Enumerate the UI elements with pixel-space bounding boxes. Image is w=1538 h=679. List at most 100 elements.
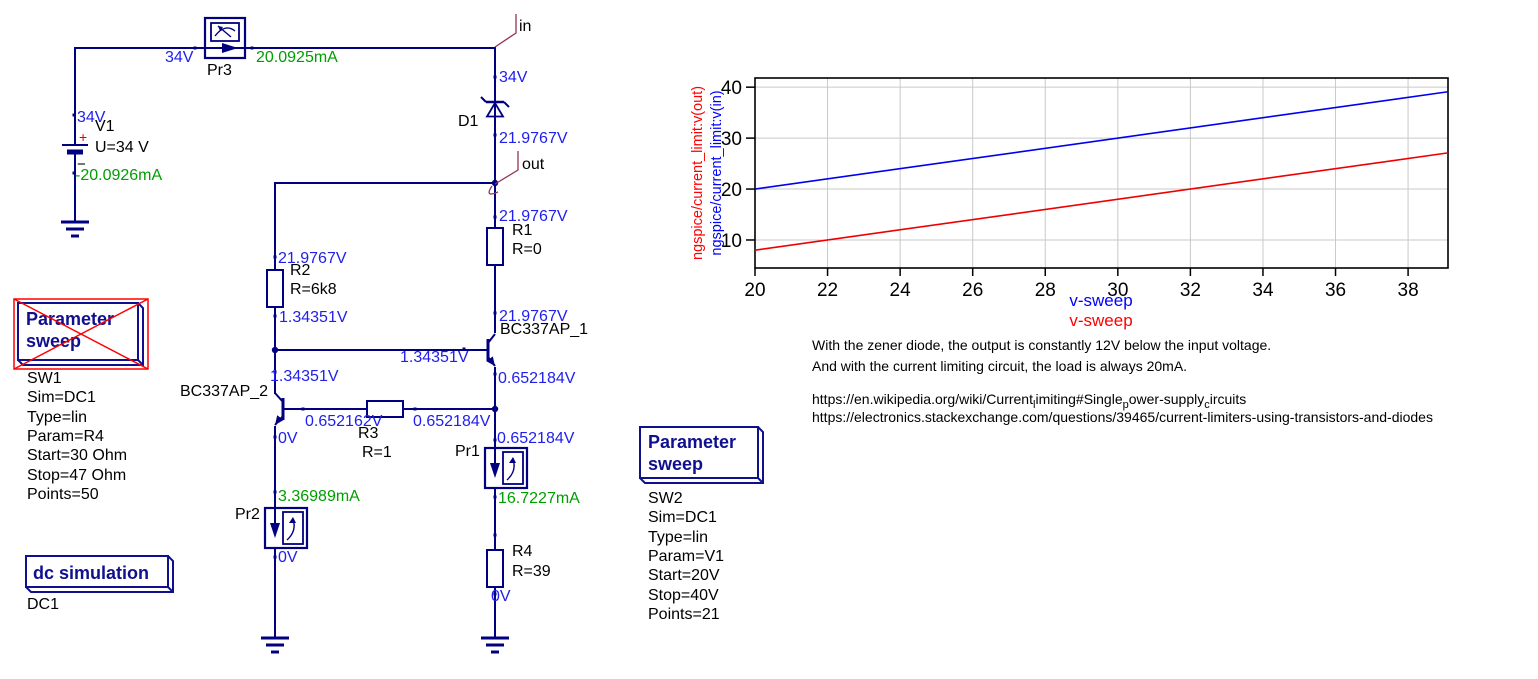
voltage-q2-emitter: 0V <box>278 430 298 447</box>
sim-box-sw1[interactable]: Parameter sweep SW1 Sim=DC1 Type=lin Par… <box>13 298 149 503</box>
current-annotations: -20.0926mA 20.0925mA 3.36989mA 16.7227mA <box>75 49 580 507</box>
component-pr3-ammeter[interactable]: Pr3 <box>203 16 247 79</box>
note-url-wikipedia: https://en.wikipedia.org/wiki/Currentlim… <box>812 391 1246 411</box>
junction-base-tee <box>271 346 279 354</box>
component-r1[interactable]: R1 R=0 <box>486 222 542 266</box>
ground-symbols[interactable] <box>61 220 509 654</box>
sw2-prop-sim: Sim=DC1 <box>648 509 717 526</box>
pr2-body[interactable] <box>263 506 309 550</box>
voltage-pr3-left: 34V <box>165 49 194 66</box>
voltage-pr2-bottom: 0V <box>278 549 298 566</box>
component-d1-zener[interactable]: D1 <box>458 96 510 130</box>
component-q2-npn[interactable]: BC337AP_2 <box>180 383 285 426</box>
pr1-current-arrow-icon <box>490 463 500 478</box>
pr2-gauge-icon <box>282 511 304 545</box>
wire-top[interactable] <box>74 47 496 183</box>
q1-name: BC337AP_1 <box>500 321 588 338</box>
pr3-name: Pr3 <box>207 62 232 79</box>
dc1-box[interactable] <box>25 555 169 588</box>
tick-label-x: 26 <box>962 280 983 301</box>
x-axis-label-vsweep-red: v-sweep <box>1069 311 1132 330</box>
ground-right[interactable] <box>481 636 509 654</box>
sw1-prop-start: Start=30 Ohm <box>27 447 127 464</box>
tick-label-x: 32 <box>1180 280 1201 301</box>
sw1-box[interactable] <box>17 302 139 361</box>
r1-value: R=0 <box>512 241 542 258</box>
current-pr1: 16.7227mA <box>498 490 580 507</box>
component-pr1-ammeter[interactable]: Pr1 <box>455 443 529 490</box>
sw2-prop-name: SW2 <box>648 490 683 507</box>
sim-box-dc1[interactable]: dc simulation DC1 <box>25 555 174 613</box>
net-label-out[interactable]: out <box>522 156 545 173</box>
net-out-hook <box>488 185 499 195</box>
sw1-prop-name: SW1 <box>27 370 62 387</box>
r1-body[interactable] <box>486 227 504 266</box>
net-label-in[interactable]: in <box>519 18 531 35</box>
tick-label-y: 30 <box>721 129 742 150</box>
r2-name: R2 <box>290 262 311 279</box>
q1-emitter-arrow-icon <box>486 356 495 366</box>
voltage-r4-bottom: 0V <box>491 588 511 605</box>
r4-body[interactable] <box>486 549 504 588</box>
voltage-q1-collector: 21.9767V <box>499 308 568 325</box>
sw1-prop-points: Points=50 <box>27 486 99 503</box>
voltage-r1-top: 21.9767V <box>499 208 568 225</box>
url1-seg-6: ircuits <box>1209 391 1247 407</box>
pr3-current-arrow-icon <box>222 43 238 53</box>
tick-label-x: 20 <box>744 280 765 301</box>
r2-body[interactable] <box>266 269 284 308</box>
r4-name: R4 <box>512 543 533 560</box>
url1-seg-0: https://en.wikipedia.org/wiki/Current <box>812 391 1033 407</box>
sw2-title-line2: sweep <box>648 454 703 474</box>
sw1-prop-sim: Sim=DC1 <box>27 389 96 406</box>
sw1-box-shadow <box>17 302 144 366</box>
pr1-body[interactable] <box>483 446 529 490</box>
d1-name: D1 <box>458 113 479 130</box>
chart-axes: 20 22 24 26 28 30 32 34 36 38 10 20 30 40 <box>721 78 1419 301</box>
sw1-prop-stop: Stop=47 Ohm <box>27 467 126 484</box>
ground-v1[interactable] <box>61 220 89 238</box>
pr3-needle-arrow <box>218 26 223 31</box>
q2-name: BC337AP_2 <box>180 383 268 400</box>
component-v1[interactable]: + − V1 U=34 V <box>62 118 149 173</box>
q2-collector-lead <box>274 392 284 403</box>
series-ngspice/current_limit:v(in) <box>754 90 1449 190</box>
d1-zener-tick-right <box>503 101 510 108</box>
sw1-disabled-cross-icon <box>13 298 149 370</box>
tick-label-x: 30 <box>1107 280 1128 301</box>
voltage-r2-bottom: 1.34351V <box>279 309 348 326</box>
sw1-prop-param: Param=R4 <box>27 428 104 445</box>
url1-seg-3: p <box>1122 399 1129 411</box>
schematic-canvas[interactable]: + − V1 U=34 V Pr3 D1 R1 <box>0 0 780 679</box>
note-url-stackexchange: https://electronics.stackexchange.com/qu… <box>812 409 1433 425</box>
net-labels[interactable]: in out <box>488 14 545 195</box>
component-q1-npn[interactable]: BC337AP_1 <box>486 321 588 367</box>
component-pr2-ammeter[interactable]: Pr2 <box>235 506 309 550</box>
r4-value: R=39 <box>512 563 551 580</box>
voltage-r3-left: 0.652162V <box>305 413 383 430</box>
dc1-prop-name: DC1 <box>27 596 59 613</box>
sw2-box-shadow <box>639 426 764 484</box>
r3-body[interactable] <box>366 400 404 418</box>
sw2-box[interactable] <box>639 426 759 479</box>
sim-box-sw2[interactable]: Parameter sweep SW2 Sim=DC1 Type=lin Par… <box>639 426 764 623</box>
component-r2[interactable]: R2 R=6k8 <box>266 262 337 308</box>
q1-collector-lead <box>487 333 496 344</box>
component-r3[interactable]: R3 R=1 <box>358 400 404 461</box>
junction-r3-right <box>491 405 499 413</box>
component-r4[interactable]: R4 R=39 <box>486 543 551 588</box>
battery-plus-sign: + <box>79 129 87 145</box>
sw2-prop-start: Start=20V <box>648 567 720 584</box>
series-ngspice/current_limit:v(out) <box>754 152 1449 251</box>
voltage-q2-collector: 1.34351V <box>270 368 339 385</box>
pr1-name: Pr1 <box>455 443 480 460</box>
v1-name: V1 <box>95 118 115 135</box>
sw2-prop-points: Points=21 <box>648 606 720 623</box>
net-out-leader-line <box>494 151 519 185</box>
x-axis-label-vsweep-blue: v-sweep <box>1069 291 1132 310</box>
result-plot[interactable]: 20 22 24 26 28 30 32 34 36 38 10 20 30 40 ngspice/cur… <box>690 40 1495 345</box>
voltage-annotations: 34V 34V 34V 21.9767V 21.9767V 21.9767V 2… <box>77 49 576 605</box>
wire-out-left[interactable] <box>274 182 495 394</box>
ground-left[interactable] <box>261 636 289 654</box>
voltage-v1-top: 34V <box>77 109 106 126</box>
